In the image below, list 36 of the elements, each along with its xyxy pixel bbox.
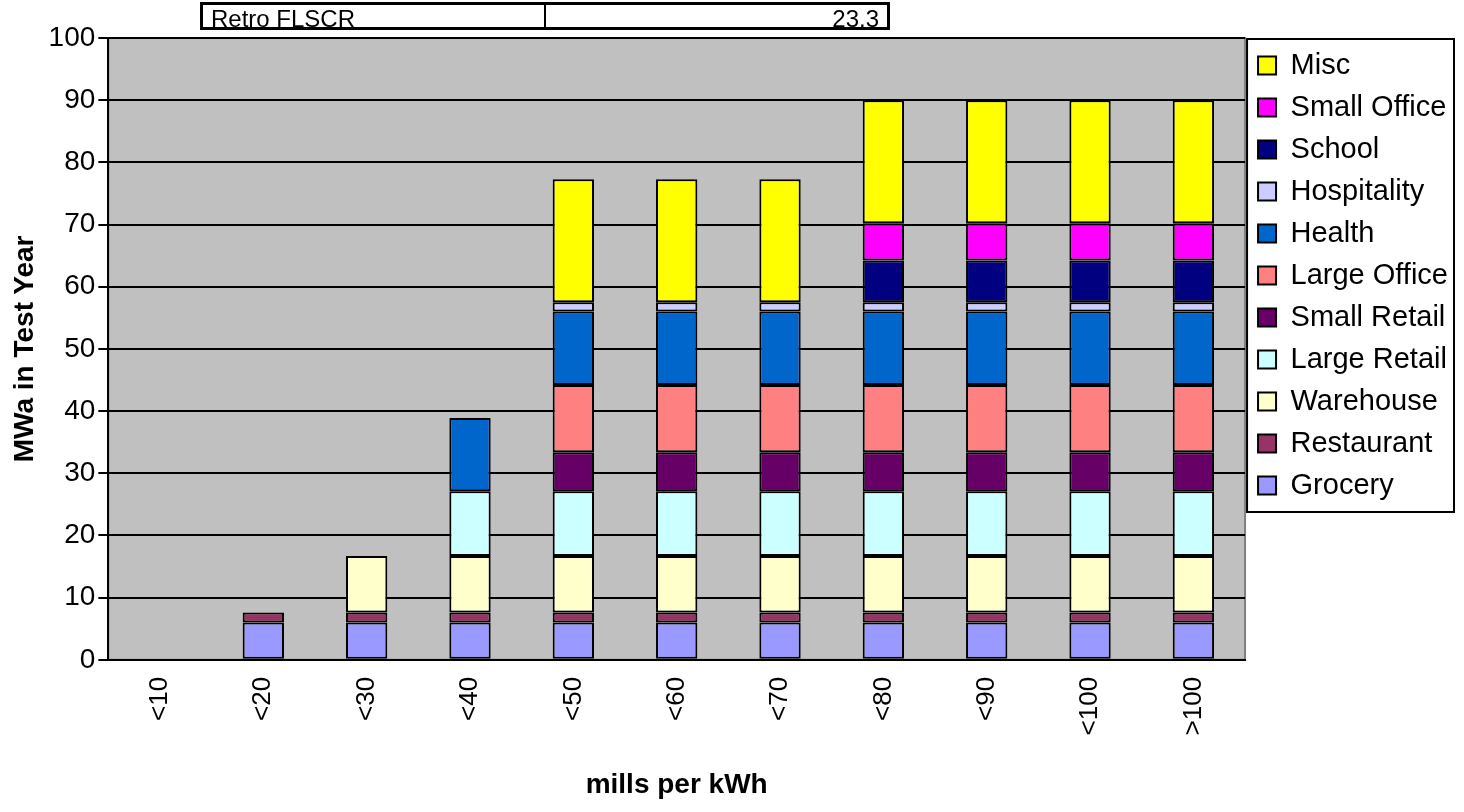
legend-label: Large Retail (1290, 341, 1447, 374)
legend-label: Small Retail (1290, 299, 1446, 332)
y-tick-label: 40 (64, 393, 96, 425)
table-box: Retro FLSCR 23.3 (200, 2, 890, 30)
legend-label: Misc (1290, 47, 1351, 80)
x-tick-label: <90 (969, 676, 1000, 721)
legend-label: Health (1290, 215, 1375, 248)
y-tick-label: 80 (64, 145, 96, 177)
y-tick-label: 0 (79, 642, 96, 674)
legend-label: School (1290, 131, 1380, 164)
legend-label: Warehouse (1290, 383, 1438, 416)
legend-label: Hospitality (1290, 173, 1425, 206)
x-tick-label: <30 (349, 676, 380, 721)
y-tick-label: 70 (64, 207, 96, 239)
y-tick-label: 50 (64, 331, 96, 363)
x-tick-label: <70 (763, 676, 794, 721)
y-tick-label: 90 (64, 82, 96, 114)
x-tick-label: <10 (143, 676, 174, 721)
x-tick-label: <100 (1073, 676, 1104, 736)
y-tick-label: 60 (64, 269, 96, 301)
x-tick-label: >100 (1176, 676, 1207, 736)
y-axis-title: MWa in Test Year (7, 235, 39, 463)
legend-label: Large Office (1290, 257, 1449, 290)
y-tick-label: 100 (48, 20, 96, 52)
y-tick-label: 30 (64, 456, 96, 487)
y-tick-label: 20 (64, 518, 96, 550)
x-tick-label: <40 (453, 676, 484, 721)
legend-label: Grocery (1290, 467, 1395, 500)
x-tick-label: <60 (659, 676, 690, 721)
x-axis-title: mills per kWh (585, 767, 768, 799)
x-tick-label: <50 (556, 676, 587, 721)
y-tick-label: 10 (64, 580, 96, 612)
x-tick-label: <20 (246, 676, 277, 721)
legend-label: Restaurant (1290, 425, 1433, 458)
legend-label: Small Office (1290, 89, 1447, 122)
x-tick-label: <80 (866, 676, 897, 721)
